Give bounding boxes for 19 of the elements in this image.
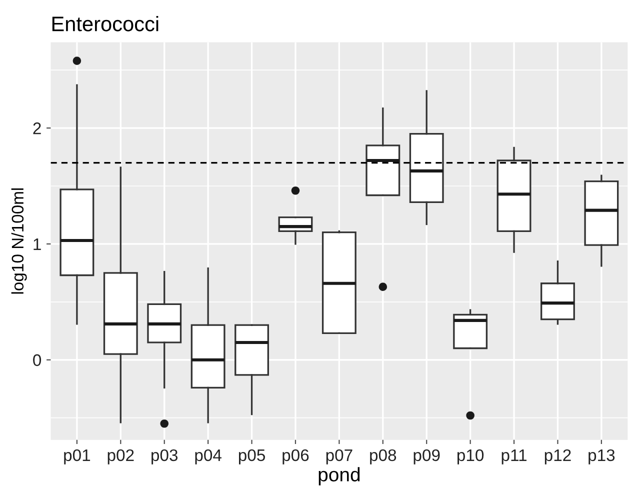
y-tick-label: 0 — [33, 354, 42, 366]
y-axis-title: log10 N/100ml — [11, 188, 27, 294]
x-tick-label: p06 — [282, 449, 309, 464]
x-axis-title: pond — [318, 467, 360, 486]
chart-title: Enterococci — [52, 16, 158, 32]
x-tick-label: p02 — [108, 449, 134, 464]
x-tick-label: p08 — [370, 449, 396, 464]
x-tick-label: p10 — [457, 449, 484, 464]
x-tick-label: p09 — [414, 449, 440, 464]
y-tick-label: 2 — [33, 122, 41, 134]
y-tick-label: 1 — [34, 238, 41, 250]
x-tick-label: p04 — [195, 449, 222, 464]
x-tick-label: p12 — [544, 449, 571, 464]
x-tick-label: p13 — [588, 449, 615, 464]
x-tick-label: p07 — [326, 449, 352, 464]
x-tick-label: p01 — [64, 449, 90, 464]
x-tick-label: p03 — [152, 449, 178, 464]
x-tick-label: p05 — [238, 449, 265, 464]
x-tick-label: p11 — [502, 449, 526, 464]
